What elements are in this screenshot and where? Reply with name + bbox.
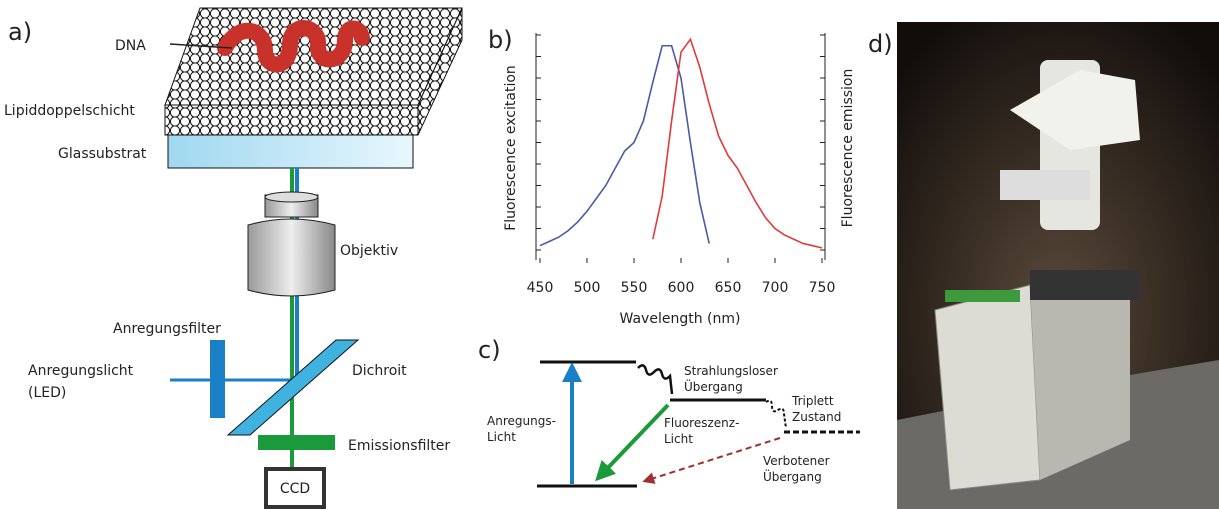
series-line	[652, 37, 823, 249]
label: Triplett	[791, 394, 834, 408]
label: Übergang	[763, 468, 822, 484]
label: Objektiv	[340, 243, 398, 259]
x-tick-label: 550	[621, 280, 648, 296]
glass-substrate	[167, 134, 414, 169]
y2-axis-label: Fluorescence emission	[840, 69, 856, 228]
dna-strand	[217, 20, 370, 73]
label: Glassubstrat	[58, 146, 147, 162]
microscope-head	[1010, 70, 1140, 150]
label: CCD	[280, 481, 310, 497]
forbidden-arrow	[642, 437, 781, 484]
label: Anregungs-	[487, 414, 556, 428]
label: Anregungsfilter	[113, 321, 221, 337]
stage	[1030, 270, 1140, 300]
microscope-body	[1030, 285, 1130, 480]
label: Strahlungsloser	[684, 364, 778, 378]
panel-label: b)	[488, 26, 513, 54]
panel-c: c) Strahlungsloser Übergang Triplett Zus…	[478, 336, 860, 488]
panel-label: d)	[868, 30, 893, 58]
condenser	[1000, 170, 1090, 200]
label: Anregungslicht	[28, 363, 134, 379]
label: (LED)	[28, 385, 66, 401]
x-tick-label: 450	[527, 280, 554, 296]
panel-d: d)	[868, 22, 1219, 509]
fluorescence-arrow	[595, 403, 670, 482]
x-tick-label: 650	[715, 280, 742, 296]
dichroic-mirror	[226, 339, 360, 436]
label: Licht	[664, 432, 693, 446]
green-label	[945, 290, 1020, 302]
panel-b: b) Wavelength (nm) Fluorescence excitati…	[488, 26, 856, 327]
x-axis-label: Wavelength (nm)	[620, 311, 741, 327]
x-tick-label: 750	[809, 280, 836, 296]
dna-pointer	[169, 43, 233, 49]
x-tick-label: 700	[762, 280, 789, 296]
label: Verbotener	[763, 454, 830, 468]
objective-body	[247, 218, 336, 297]
label: Licht	[487, 430, 516, 444]
label: Zustand	[792, 410, 841, 424]
label: Dichroit	[352, 363, 407, 379]
intersystem-arrow	[765, 399, 787, 429]
ccd-box	[264, 467, 326, 509]
series-line	[539, 44, 710, 247]
x-tick-label: 600	[668, 280, 695, 296]
label: Fluoreszenz-	[664, 416, 739, 430]
emission-filter	[258, 435, 335, 450]
microscope-base	[934, 284, 1041, 491]
label: Übergang	[684, 378, 743, 394]
y-axis-label: Fluorescence excitation	[503, 65, 519, 231]
bilayer-front	[164, 104, 419, 136]
label: DNA	[115, 38, 146, 54]
label: Lipiddoppelschicht	[4, 103, 135, 119]
label: Emissionsfilter	[348, 438, 450, 454]
panel-label: a)	[8, 18, 32, 46]
panel-label: c)	[478, 336, 501, 364]
panel-a: a) DNA Lipiddoppelschicht Glassubstrat O…	[4, 7, 463, 509]
nonradiative-arrow	[637, 364, 674, 395]
objective-lens	[264, 191, 319, 203]
x-tick-label: 500	[574, 280, 601, 296]
excitation-filter	[210, 340, 225, 418]
